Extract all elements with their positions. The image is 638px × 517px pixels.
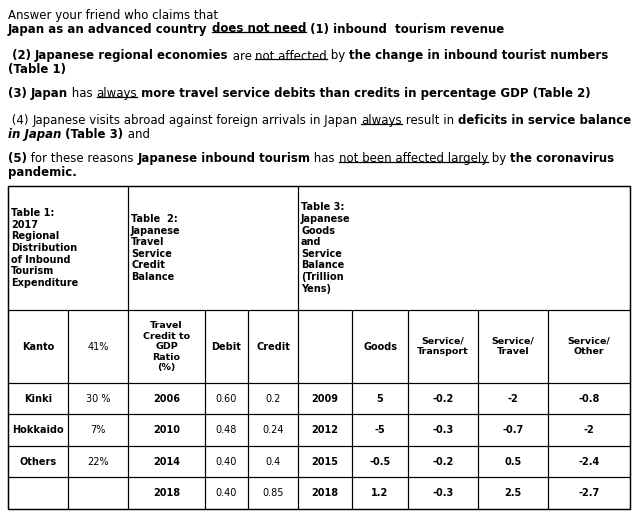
Text: (Table 3): (Table 3) xyxy=(61,128,124,141)
Text: -5: -5 xyxy=(375,425,385,435)
Text: has: has xyxy=(68,87,96,100)
Text: Others: Others xyxy=(19,457,57,467)
Text: 0.40: 0.40 xyxy=(216,457,237,467)
Text: are: are xyxy=(228,50,255,63)
Text: for these reasons: for these reasons xyxy=(27,152,137,165)
Text: (5): (5) xyxy=(8,152,27,165)
Text: -0.7: -0.7 xyxy=(502,425,524,435)
Text: not been affected largely: not been affected largely xyxy=(339,152,488,165)
Text: Kanto: Kanto xyxy=(22,342,54,352)
Text: Kinki: Kinki xyxy=(24,394,52,404)
Text: (4): (4) xyxy=(8,114,33,127)
Text: always: always xyxy=(361,114,402,127)
Text: 1.2: 1.2 xyxy=(371,488,389,498)
Text: 0.4: 0.4 xyxy=(265,457,281,467)
Text: not affected: not affected xyxy=(255,50,327,63)
Text: 2018: 2018 xyxy=(311,488,339,498)
Text: 2012: 2012 xyxy=(311,425,339,435)
Text: Goods: Goods xyxy=(363,342,397,352)
Text: Service/
Other: Service/ Other xyxy=(568,337,611,356)
Text: more travel service debits than credits in percentage GDP (Table 2): more travel service debits than credits … xyxy=(137,87,591,100)
Text: the change in inbound tourist numbers: the change in inbound tourist numbers xyxy=(349,50,609,63)
Text: has: has xyxy=(310,152,339,165)
Text: Table 3:
Japanese
Goods
and
Service
Balance
(Trillion
Yens): Table 3: Japanese Goods and Service Bala… xyxy=(301,203,351,294)
Text: -0.2: -0.2 xyxy=(433,394,454,404)
Text: 2009: 2009 xyxy=(311,394,339,404)
Text: 2014: 2014 xyxy=(153,457,180,467)
Text: Japanese inbound tourism: Japanese inbound tourism xyxy=(137,152,310,165)
Text: -0.8: -0.8 xyxy=(578,394,600,404)
Text: Hokkaido: Hokkaido xyxy=(12,425,64,435)
Text: 5: 5 xyxy=(376,394,383,404)
Text: (1) inbound  tourism revenue: (1) inbound tourism revenue xyxy=(306,23,504,36)
Text: 0.40: 0.40 xyxy=(216,488,237,498)
Text: 41%: 41% xyxy=(87,342,108,352)
Text: pandemic.: pandemic. xyxy=(8,165,77,178)
Text: -0.3: -0.3 xyxy=(433,425,454,435)
Text: result in: result in xyxy=(402,114,457,127)
Text: Table  2:
Japanese
Travel
Service
Credit
Balance: Table 2: Japanese Travel Service Credit … xyxy=(131,214,181,282)
Text: 30 %: 30 % xyxy=(85,394,110,404)
Text: -0.2: -0.2 xyxy=(433,457,454,467)
Text: 2.5: 2.5 xyxy=(505,488,522,498)
Text: does not need: does not need xyxy=(212,23,306,36)
Text: (2): (2) xyxy=(8,50,35,63)
Text: 7%: 7% xyxy=(91,425,106,435)
Text: Table 1:
2017
Regional
Distribution
of Inbound
Tourism
Expenditure: Table 1: 2017 Regional Distribution of I… xyxy=(11,208,78,288)
Text: 0.5: 0.5 xyxy=(505,457,522,467)
Text: Answer your friend who claims that: Answer your friend who claims that xyxy=(8,9,218,22)
Text: (Table 1): (Table 1) xyxy=(8,63,66,76)
Text: 2015: 2015 xyxy=(311,457,339,467)
Text: -2: -2 xyxy=(584,425,595,435)
Text: deficits in service balance: deficits in service balance xyxy=(457,114,631,127)
Text: the coronavirus: the coronavirus xyxy=(510,152,614,165)
Text: Japanese visits abroad against foreign arrivals in Japan: Japanese visits abroad against foreign a… xyxy=(33,114,361,127)
Text: Credit: Credit xyxy=(256,342,290,352)
Text: (3): (3) xyxy=(8,87,31,100)
Text: Service/
Travel: Service/ Travel xyxy=(491,337,535,356)
Text: 0.2: 0.2 xyxy=(265,394,281,404)
Text: Travel
Credit to
GDP
Ratio
(%): Travel Credit to GDP Ratio (%) xyxy=(143,322,190,372)
Text: Service/
Transport: Service/ Transport xyxy=(417,337,469,356)
Text: and: and xyxy=(124,128,149,141)
Text: Japan: Japan xyxy=(31,87,68,100)
Text: 2010: 2010 xyxy=(153,425,180,435)
Text: -2: -2 xyxy=(508,394,518,404)
Text: 2006: 2006 xyxy=(153,394,180,404)
Text: always: always xyxy=(96,87,137,100)
Text: 0.60: 0.60 xyxy=(216,394,237,404)
Text: 0.24: 0.24 xyxy=(262,425,284,435)
Text: 0.48: 0.48 xyxy=(216,425,237,435)
Text: -0.3: -0.3 xyxy=(433,488,454,498)
Text: 22%: 22% xyxy=(87,457,109,467)
Text: -2.4: -2.4 xyxy=(579,457,600,467)
Text: -2.7: -2.7 xyxy=(579,488,600,498)
Text: in Japan: in Japan xyxy=(8,128,61,141)
Text: Debit: Debit xyxy=(212,342,241,352)
Text: Japan as an advanced country: Japan as an advanced country xyxy=(8,23,212,36)
Text: Japanese regional economies: Japanese regional economies xyxy=(35,50,228,63)
Text: by: by xyxy=(488,152,510,165)
Text: 2018: 2018 xyxy=(153,488,180,498)
Text: 0.85: 0.85 xyxy=(262,488,284,498)
Text: -0.5: -0.5 xyxy=(369,457,390,467)
Text: by: by xyxy=(327,50,349,63)
